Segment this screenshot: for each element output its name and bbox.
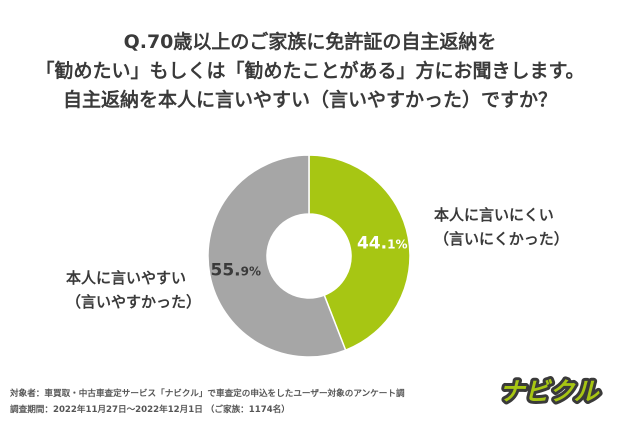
label-easy-to-say: 本人に言いやすい （言いやすかった） [66, 266, 201, 314]
logo-text: ナビクル [499, 377, 600, 406]
svg-text:ナビクル: ナビクル [499, 377, 600, 406]
navikuru-logo: ナビクル ナビクル [496, 374, 603, 409]
label-hard-to-say-line-1: 本人に言いにくい [434, 206, 554, 224]
label-hard-to-say-line-2: （言いにくかった） [434, 230, 569, 248]
donut-slice-0 [308, 154, 411, 352]
title-line-1: Q.70歳以上のご家族に免許証の自主返納を [123, 31, 497, 53]
survey-footnote: 対象者：車買取・中古車査定サービス「ナビクル」で車査定の申込をしたユーザー対象の… [10, 386, 405, 418]
chart-title: Q.70歳以上のご家族に免許証の自主返納を 「勧めたい」もしくは「勧めたことがあ… [0, 28, 620, 115]
footnote-period: 調査期間：2022年11月27日〜2022年12月1日 （ご家族：1174名） [10, 405, 290, 415]
label-easy-to-say-line-1: 本人に言いやすい [66, 269, 187, 287]
label-hard-to-say: 本人に言いにくい （言いにくかった） [434, 203, 569, 251]
title-line-2: 「勧めたい」もしくは「勧めたことがある」方にお聞きします。 [35, 60, 585, 82]
slice-value-label-1: 55.9% [211, 261, 262, 281]
footnote-target: 対象者：車買取・中古車査定サービス「ナビクル」で車査定の申込をしたユーザー対象の… [10, 389, 405, 399]
donut-slice-1 [207, 154, 347, 358]
label-easy-to-say-line-2: （言いやすかった） [66, 293, 202, 311]
slice-value-label-0: 44.1% [357, 233, 408, 253]
title-line-3: 自主返納を本人に言いやすい（言いやすかった）ですか？ [62, 89, 557, 111]
